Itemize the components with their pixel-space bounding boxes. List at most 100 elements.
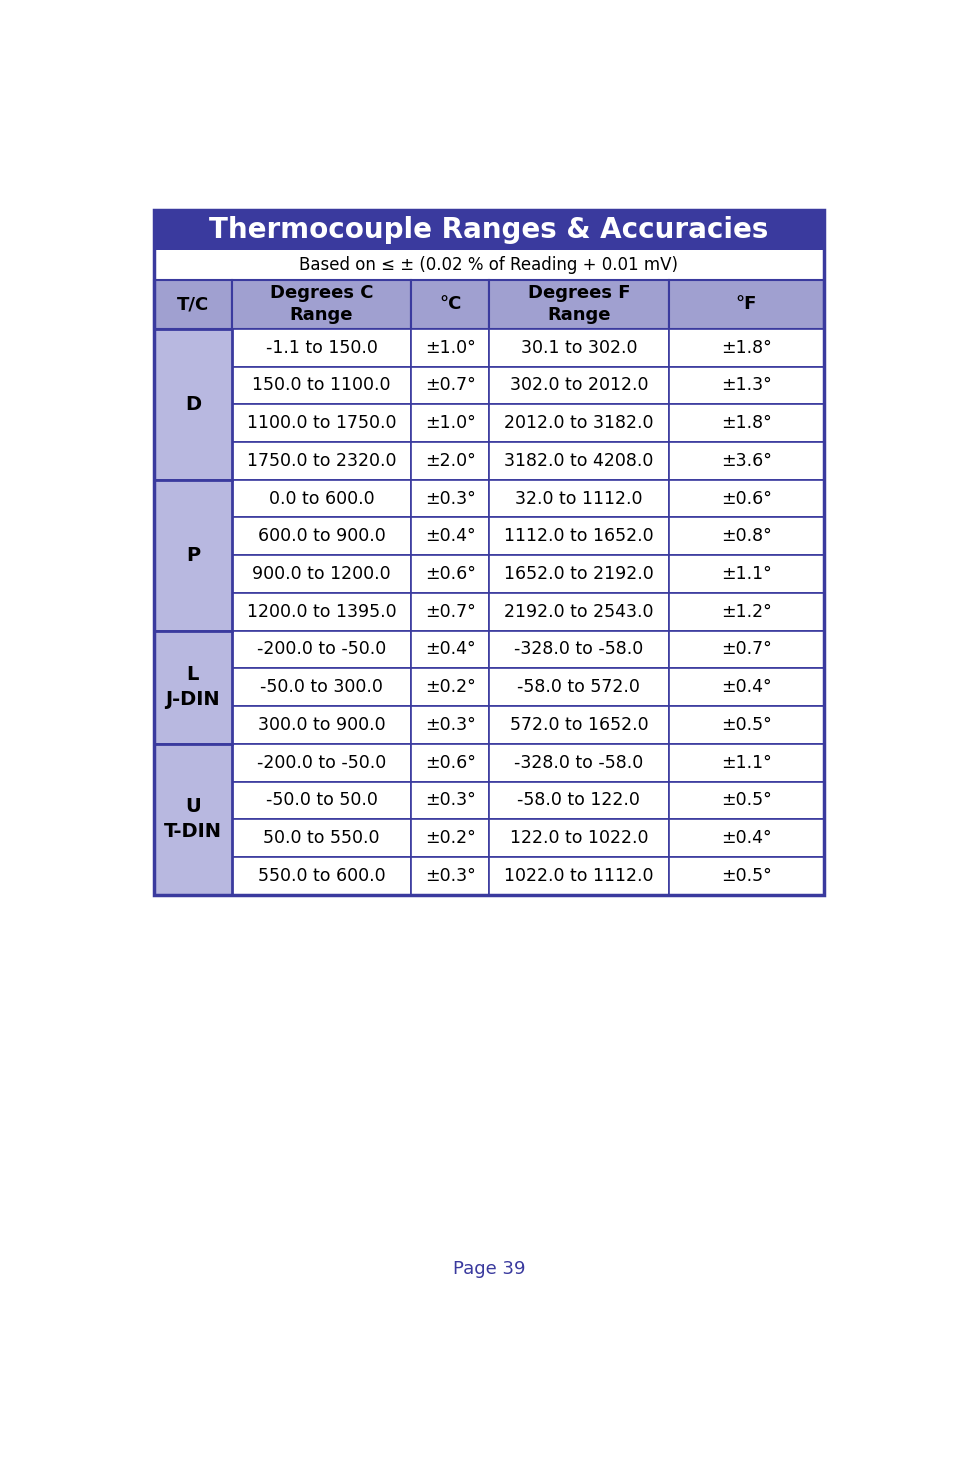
- Text: 1022.0 to 1112.0: 1022.0 to 1112.0: [503, 868, 653, 885]
- Text: U
T-DIN: U T-DIN: [164, 797, 222, 841]
- Bar: [668, 554, 822, 593]
- Text: ±1.8°: ±1.8°: [720, 414, 771, 432]
- Text: Degrees F
Range: Degrees F Range: [527, 284, 629, 325]
- Bar: [668, 329, 822, 367]
- Bar: [411, 743, 488, 781]
- Text: ±0.5°: ±0.5°: [720, 868, 771, 885]
- Bar: [232, 518, 411, 554]
- Text: T/C: T/C: [176, 296, 209, 313]
- Bar: [154, 480, 232, 631]
- Bar: [154, 707, 232, 743]
- Bar: [154, 367, 232, 404]
- Bar: [488, 669, 668, 707]
- Bar: [154, 631, 232, 743]
- Text: D: D: [185, 395, 201, 414]
- Bar: [488, 279, 668, 329]
- Bar: [154, 279, 822, 329]
- Text: 572.0 to 1652.0: 572.0 to 1652.0: [509, 715, 647, 734]
- Bar: [232, 631, 411, 669]
- Text: 300.0 to 900.0: 300.0 to 900.0: [257, 715, 385, 734]
- Text: ±0.4°: ±0.4°: [424, 527, 475, 546]
- Text: ±0.7°: ±0.7°: [424, 376, 475, 395]
- Bar: [411, 593, 488, 631]
- Bar: [232, 442, 411, 480]
- Bar: [232, 593, 411, 631]
- Text: ±0.4°: ±0.4°: [720, 679, 771, 696]
- Text: 302.0 to 2012.0: 302.0 to 2012.0: [509, 376, 647, 395]
- Bar: [411, 781, 488, 819]
- Text: ±1.8°: ±1.8°: [720, 338, 771, 357]
- Text: -328.0 to -58.0: -328.0 to -58.0: [514, 753, 642, 771]
- Bar: [232, 819, 411, 857]
- Bar: [232, 669, 411, 707]
- Bar: [154, 211, 822, 895]
- Bar: [154, 404, 232, 442]
- Bar: [411, 631, 488, 669]
- Bar: [668, 669, 822, 707]
- Bar: [154, 250, 822, 279]
- Bar: [154, 554, 232, 593]
- Text: L
J-DIN: L J-DIN: [166, 666, 220, 710]
- Text: ±3.6°: ±3.6°: [720, 452, 771, 470]
- Bar: [154, 857, 232, 895]
- Bar: [488, 404, 668, 442]
- Text: ±0.2°: ±0.2°: [424, 830, 475, 847]
- Text: ±1.3°: ±1.3°: [720, 376, 771, 395]
- Bar: [232, 554, 411, 593]
- Text: ±0.5°: ±0.5°: [720, 715, 771, 734]
- Bar: [668, 480, 822, 518]
- Text: ±0.6°: ±0.6°: [424, 565, 476, 584]
- Text: ±0.8°: ±0.8°: [720, 527, 771, 546]
- Text: 1100.0 to 1750.0: 1100.0 to 1750.0: [247, 414, 395, 432]
- Text: ±0.6°: ±0.6°: [720, 490, 771, 508]
- Text: -200.0 to -50.0: -200.0 to -50.0: [256, 753, 386, 771]
- Bar: [668, 857, 822, 895]
- Bar: [154, 743, 232, 895]
- Bar: [232, 480, 411, 518]
- Text: ±1.0°: ±1.0°: [424, 338, 475, 357]
- Bar: [668, 631, 822, 669]
- Text: Based on ≤ ± (0.02 % of Reading + 0.01 mV): Based on ≤ ± (0.02 % of Reading + 0.01 m…: [299, 256, 678, 274]
- Text: 550.0 to 600.0: 550.0 to 600.0: [257, 868, 385, 885]
- Text: ±1.1°: ±1.1°: [720, 753, 771, 771]
- Text: °F: °F: [735, 296, 756, 313]
- Text: 3182.0 to 4208.0: 3182.0 to 4208.0: [503, 452, 653, 470]
- Bar: [668, 279, 822, 329]
- Text: ±0.3°: ±0.3°: [424, 868, 475, 885]
- Text: ±0.7°: ±0.7°: [424, 603, 475, 620]
- Bar: [411, 279, 488, 329]
- Text: 1750.0 to 2320.0: 1750.0 to 2320.0: [247, 452, 395, 470]
- Text: ±1.1°: ±1.1°: [720, 565, 771, 584]
- Bar: [154, 781, 232, 819]
- Text: ±0.6°: ±0.6°: [424, 753, 476, 771]
- Text: Page 39: Page 39: [453, 1260, 524, 1279]
- Bar: [668, 707, 822, 743]
- Text: Thermocouple Ranges & Accuracies: Thermocouple Ranges & Accuracies: [209, 217, 768, 244]
- Bar: [154, 819, 232, 857]
- Text: -50.0 to 50.0: -50.0 to 50.0: [265, 791, 377, 809]
- Bar: [411, 554, 488, 593]
- Bar: [668, 743, 822, 781]
- Text: 1652.0 to 2192.0: 1652.0 to 2192.0: [503, 565, 653, 584]
- Text: °C: °C: [438, 296, 461, 313]
- Text: ±0.2°: ±0.2°: [424, 679, 475, 696]
- Bar: [232, 279, 411, 329]
- Text: -1.1 to 150.0: -1.1 to 150.0: [265, 338, 377, 357]
- Text: 2012.0 to 3182.0: 2012.0 to 3182.0: [503, 414, 653, 432]
- Bar: [411, 404, 488, 442]
- Bar: [154, 480, 232, 518]
- Text: -200.0 to -50.0: -200.0 to -50.0: [256, 641, 386, 658]
- Bar: [411, 518, 488, 554]
- Bar: [154, 211, 822, 250]
- Text: 1112.0 to 1652.0: 1112.0 to 1652.0: [503, 527, 653, 546]
- Bar: [668, 593, 822, 631]
- Bar: [411, 857, 488, 895]
- Bar: [411, 707, 488, 743]
- Bar: [232, 367, 411, 404]
- Bar: [232, 743, 411, 781]
- Text: 150.0 to 1100.0: 150.0 to 1100.0: [252, 376, 391, 395]
- Text: ±0.5°: ±0.5°: [720, 791, 771, 809]
- Text: ±0.4°: ±0.4°: [720, 830, 771, 847]
- Bar: [232, 329, 411, 367]
- Bar: [488, 743, 668, 781]
